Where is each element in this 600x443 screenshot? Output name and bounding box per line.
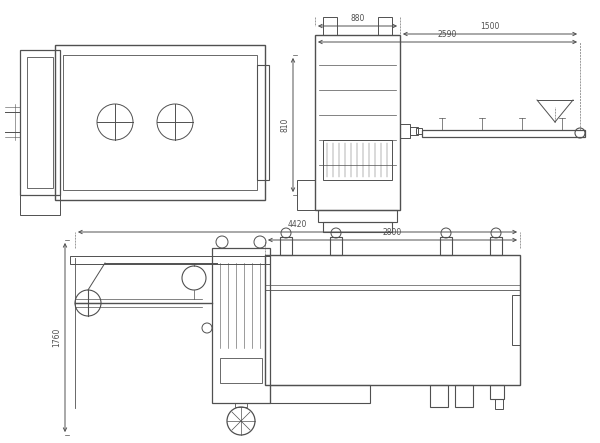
Bar	[430, 385, 448, 407]
Bar	[235, 403, 247, 407]
Bar	[416, 128, 422, 134]
Bar	[495, 399, 503, 409]
Bar	[490, 237, 502, 255]
Text: 2590: 2590	[438, 30, 457, 39]
Text: 810: 810	[280, 118, 289, 132]
Bar	[20, 50, 60, 195]
Bar	[257, 65, 269, 180]
Text: 2800: 2800	[383, 228, 402, 237]
Bar	[323, 222, 392, 232]
Bar	[20, 195, 60, 215]
Bar	[280, 237, 292, 255]
Bar	[512, 295, 520, 345]
Bar	[410, 127, 418, 135]
Bar	[422, 130, 585, 137]
Bar	[440, 237, 452, 255]
Bar	[220, 358, 262, 383]
Text: 1760: 1760	[52, 328, 61, 347]
Bar	[297, 180, 315, 210]
Bar	[323, 140, 392, 180]
Bar	[400, 124, 410, 138]
Bar	[265, 255, 520, 385]
Text: 1500: 1500	[481, 22, 500, 31]
Bar	[490, 385, 504, 399]
Bar	[455, 385, 473, 407]
Text: 880: 880	[350, 14, 365, 23]
Bar	[55, 45, 265, 200]
Bar	[323, 17, 337, 35]
Bar	[27, 57, 53, 188]
Bar	[378, 17, 392, 35]
Text: 4420: 4420	[288, 220, 307, 229]
Bar	[212, 248, 270, 403]
Bar	[315, 35, 400, 210]
Bar	[330, 237, 342, 255]
Bar	[63, 55, 257, 190]
Bar	[270, 385, 370, 403]
Bar	[70, 256, 270, 264]
Bar	[318, 210, 397, 222]
